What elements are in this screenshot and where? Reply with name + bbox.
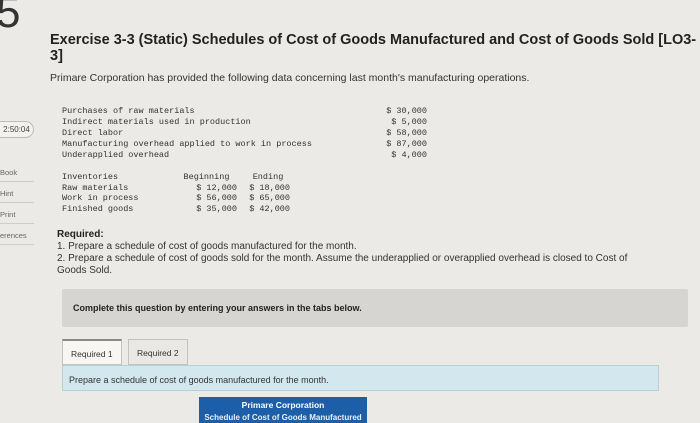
- table-cell: $ 42,000: [249, 203, 290, 214]
- schedule-header: Primare Corporation Schedule of Cost of …: [199, 397, 367, 423]
- table-cell: $ 35,000: [196, 203, 237, 214]
- required-item: 2. Prepare a schedule of cost of goods s…: [57, 253, 628, 264]
- table-cell: $ 12,000: [196, 182, 237, 193]
- instruction-text: Complete this question by entering your …: [73, 303, 362, 313]
- tab-required-2[interactable]: Required 2: [128, 339, 188, 365]
- table-row: Work in process $ 56,000 $ 65,000: [62, 193, 292, 204]
- data-row-label: Purchases of raw materials: [62, 106, 195, 116]
- table-row: Finished goods $ 35,000 $ 42,000: [62, 204, 292, 215]
- table-cell: $ 18,000: [249, 182, 290, 193]
- column-header: Ending: [252, 172, 284, 182]
- tab-required-1[interactable]: Required 1: [62, 339, 122, 365]
- instruction-banner: Complete this question by entering your …: [62, 289, 688, 327]
- table-cell: $ 56,000: [196, 193, 237, 203]
- schedule-title: Schedule of Cost of Goods Manufactured: [204, 413, 362, 422]
- data-row-value: $ 4,000: [391, 150, 427, 160]
- data-row-label: Direct labor: [62, 128, 124, 138]
- sidebar-item-references[interactable]: erences: [0, 231, 34, 245]
- data-row: Direct labor $ 58,000: [62, 128, 427, 139]
- data-row-value: $ 5,000: [391, 117, 427, 127]
- sidebar-item-hint[interactable]: Hint: [0, 189, 34, 203]
- data-row-label: Indirect materials used in production: [62, 117, 251, 127]
- chapter-number: 5: [0, 0, 21, 37]
- data-row: Purchases of raw materials $ 30,000: [62, 106, 427, 117]
- data-row: Underapplied overhead $ 4,000: [62, 150, 427, 161]
- data-row: Indirect materials used in production $ …: [62, 117, 427, 128]
- intro-text: Primare Corporation has provided the fol…: [50, 72, 530, 84]
- sidebar-item-book[interactable]: Book: [0, 168, 34, 182]
- timer-badge: 2:50:04: [0, 121, 34, 138]
- left-sidebar: 2:50:04 Book Hint Print erences: [0, 0, 36, 423]
- inventories-table: Inventories Beginning Ending Raw materia…: [62, 172, 292, 214]
- data-row-value: $ 30,000: [386, 106, 427, 116]
- data-row-label: Underapplied overhead: [62, 150, 170, 160]
- column-header: Beginning: [183, 172, 230, 182]
- data-row-label: Manufacturing overhead applied to work i…: [62, 139, 312, 149]
- sidebar-item-print[interactable]: Print: [0, 210, 34, 224]
- table-cell: Raw materials: [62, 182, 129, 193]
- prepare-instruction-bar: Prepare a schedule of cost of goods manu…: [62, 365, 659, 391]
- data-row-value: $ 58,000: [386, 128, 427, 138]
- required-item: 1. Prepare a schedule of cost of goods m…: [57, 241, 357, 252]
- exercise-title: Exercise 3-3 (Static) Schedules of Cost …: [50, 32, 697, 64]
- column-header: Inventories: [62, 172, 119, 182]
- table-cell: Finished goods: [62, 203, 134, 214]
- required-item: Goods Sold.: [57, 265, 113, 276]
- schedule-company: Primare Corporation: [241, 400, 325, 410]
- prepare-text: Prepare a schedule of cost of goods manu…: [69, 375, 329, 385]
- table-row: Raw materials $ 12,000 $ 18,000: [62, 183, 292, 194]
- data-row-value: $ 87,000: [386, 139, 427, 149]
- table-cell: $ 65,000: [249, 193, 290, 203]
- required-heading: Required:: [57, 229, 104, 240]
- data-row: Manufacturing overhead applied to work i…: [62, 139, 427, 150]
- table-cell: Work in process: [62, 193, 139, 203]
- table-header-row: Inventories Beginning Ending: [62, 172, 292, 183]
